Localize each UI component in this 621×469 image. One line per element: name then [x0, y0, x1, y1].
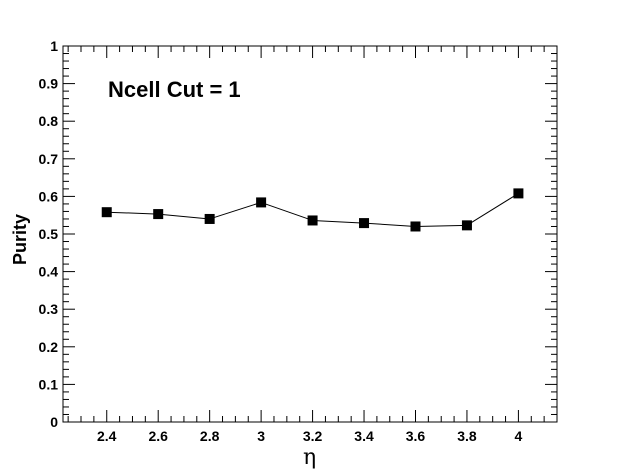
y-tick-label: 0.5: [39, 226, 59, 242]
x-tick-label: 3.4: [354, 428, 374, 444]
data-point: [204, 213, 215, 224]
data-point: [153, 209, 164, 220]
series-line-segment: [363, 222, 416, 227]
series-line-segment: [106, 211, 159, 215]
x-tick-label: 3.8: [457, 428, 477, 444]
x-tick-label: 3: [257, 428, 265, 444]
y-tick-label: 0.9: [39, 76, 59, 92]
y-tick-label: 0.2: [39, 339, 59, 355]
x-tick-label: 4: [515, 428, 523, 444]
data-point: [461, 220, 472, 231]
x-tick-label: 2.6: [148, 428, 168, 444]
series-line-segment: [209, 201, 262, 220]
y-axis-ticks: [63, 45, 557, 423]
plot-frame: [62, 45, 558, 423]
y-tick-label: 1: [50, 38, 58, 54]
data-point: [307, 215, 318, 226]
data-point: [359, 218, 370, 229]
series-line-segment: [415, 224, 467, 227]
data-point: [513, 188, 524, 199]
y-tick-label: 0.1: [39, 376, 59, 392]
y-tick-label: 0.6: [39, 188, 59, 204]
series-line-segment: [466, 192, 519, 226]
x-tick-label: 3.6: [406, 428, 426, 444]
series-points: [101, 188, 524, 232]
y-tick-label: 0: [50, 414, 58, 430]
series-lines: [106, 192, 519, 227]
x-tick-label: 2.4: [97, 428, 117, 444]
y-tick-label: 0.3: [39, 301, 59, 317]
x-tick-label: 3.2: [303, 428, 323, 444]
x-axis-ticks: [67, 46, 558, 422]
x-tick-label: 2.8: [200, 428, 220, 444]
y-axis-tick-labels: 0 0.1 0.2 0.3 0.4 0.5 0.6 0.7 0.8 0.9 1: [39, 38, 59, 430]
data-point: [410, 221, 421, 232]
y-tick-label: 0.4: [39, 264, 59, 280]
data-point: [256, 197, 267, 208]
series-line-segment: [260, 201, 313, 221]
series-line-segment: [312, 219, 365, 224]
y-tick-label: 0.7: [39, 151, 59, 167]
y-axis-title: Purity: [10, 214, 30, 265]
data-point: [101, 207, 112, 218]
x-axis-title: η: [303, 445, 316, 469]
chart-annotation: Ncell Cut = 1: [108, 77, 241, 102]
x-axis-tick-labels: 2.4 2.6 2.8 3 3.2 3.4 3.6 3.8 4: [97, 428, 523, 444]
y-tick-label: 0.8: [39, 113, 59, 129]
series-line-segment: [158, 213, 210, 220]
